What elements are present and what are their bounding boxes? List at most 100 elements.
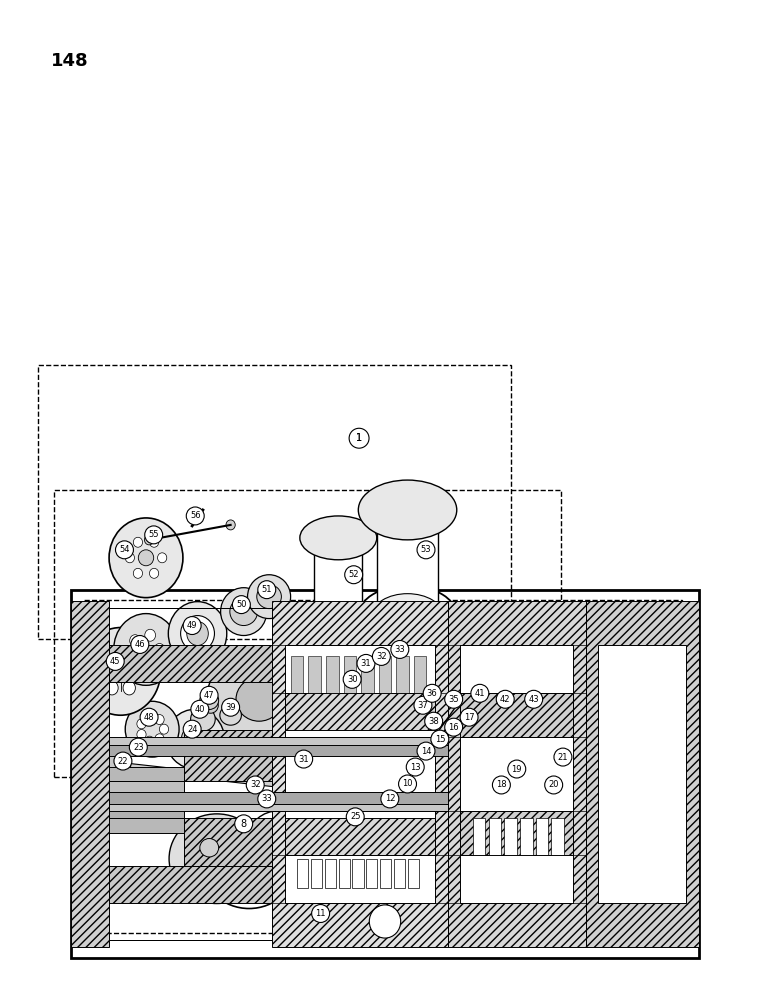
Polygon shape <box>344 656 356 693</box>
Text: 35: 35 <box>449 695 459 704</box>
Ellipse shape <box>187 622 208 645</box>
Ellipse shape <box>345 725 370 749</box>
Circle shape <box>445 690 462 708</box>
Text: 20: 20 <box>548 780 559 789</box>
Text: 38: 38 <box>428 717 439 726</box>
Text: 23: 23 <box>133 743 144 752</box>
Ellipse shape <box>109 518 183 598</box>
Polygon shape <box>460 645 574 903</box>
Text: 36: 36 <box>427 689 438 698</box>
Ellipse shape <box>312 610 364 641</box>
Bar <box>71 590 699 958</box>
Ellipse shape <box>343 810 377 842</box>
Ellipse shape <box>155 734 164 744</box>
Text: 47: 47 <box>204 691 215 700</box>
Text: 43: 43 <box>528 695 539 704</box>
Text: 46: 46 <box>134 640 145 649</box>
Text: 55: 55 <box>148 530 159 539</box>
Bar <box>366 859 378 888</box>
Polygon shape <box>285 693 435 730</box>
Circle shape <box>107 652 124 670</box>
Circle shape <box>140 708 158 726</box>
Polygon shape <box>83 796 636 811</box>
Ellipse shape <box>574 761 580 767</box>
Polygon shape <box>518 799 523 807</box>
Ellipse shape <box>567 744 574 750</box>
Text: 148: 148 <box>51 52 89 70</box>
Polygon shape <box>530 799 535 807</box>
Bar <box>536 818 548 855</box>
Ellipse shape <box>300 604 377 647</box>
Ellipse shape <box>138 550 154 566</box>
Text: 8: 8 <box>241 819 247 829</box>
Ellipse shape <box>407 698 416 708</box>
Ellipse shape <box>201 819 296 909</box>
Text: 52: 52 <box>348 570 359 579</box>
Ellipse shape <box>80 628 161 715</box>
Polygon shape <box>185 730 272 781</box>
Ellipse shape <box>388 645 406 663</box>
Polygon shape <box>83 866 272 903</box>
Ellipse shape <box>364 786 423 842</box>
Polygon shape <box>217 849 249 874</box>
Circle shape <box>312 905 330 922</box>
Ellipse shape <box>123 681 135 695</box>
Ellipse shape <box>532 673 540 686</box>
Circle shape <box>295 750 313 768</box>
Ellipse shape <box>100 751 130 779</box>
Polygon shape <box>460 693 574 737</box>
Bar <box>551 818 564 855</box>
Circle shape <box>357 654 375 672</box>
Ellipse shape <box>267 860 276 868</box>
Ellipse shape <box>394 683 404 693</box>
Circle shape <box>232 596 250 614</box>
Ellipse shape <box>168 602 227 665</box>
Ellipse shape <box>576 754 582 760</box>
Text: 56: 56 <box>190 511 201 520</box>
Polygon shape <box>115 762 295 789</box>
Polygon shape <box>463 784 555 807</box>
Ellipse shape <box>334 659 438 759</box>
Ellipse shape <box>134 537 143 547</box>
Ellipse shape <box>123 648 135 662</box>
Circle shape <box>222 698 239 716</box>
Ellipse shape <box>130 652 141 664</box>
Ellipse shape <box>155 715 164 725</box>
Ellipse shape <box>532 708 540 722</box>
Polygon shape <box>259 670 413 751</box>
Ellipse shape <box>191 835 242 883</box>
Circle shape <box>246 776 264 794</box>
Polygon shape <box>103 767 197 781</box>
Polygon shape <box>309 656 321 693</box>
Ellipse shape <box>286 737 329 781</box>
Text: 1: 1 <box>356 433 362 443</box>
Text: 41: 41 <box>475 689 485 698</box>
Circle shape <box>350 429 368 447</box>
Text: 33: 33 <box>394 645 405 654</box>
Ellipse shape <box>137 719 146 729</box>
Ellipse shape <box>130 635 141 647</box>
Ellipse shape <box>125 553 134 563</box>
Circle shape <box>417 742 435 760</box>
Ellipse shape <box>349 816 371 836</box>
Text: 10: 10 <box>402 779 413 788</box>
Ellipse shape <box>207 649 311 749</box>
Circle shape <box>554 748 572 766</box>
Ellipse shape <box>394 783 425 815</box>
Ellipse shape <box>113 614 178 685</box>
Text: 1: 1 <box>356 433 362 443</box>
Polygon shape <box>586 601 699 947</box>
Circle shape <box>186 507 205 525</box>
Text: 50: 50 <box>236 600 246 609</box>
Ellipse shape <box>515 769 530 785</box>
Ellipse shape <box>457 659 482 731</box>
Ellipse shape <box>472 659 496 731</box>
Ellipse shape <box>488 659 512 731</box>
Ellipse shape <box>312 915 327 926</box>
Ellipse shape <box>425 723 459 783</box>
Ellipse shape <box>377 666 386 674</box>
Polygon shape <box>537 799 541 807</box>
Ellipse shape <box>371 652 391 670</box>
Polygon shape <box>71 781 185 800</box>
Ellipse shape <box>260 819 296 855</box>
